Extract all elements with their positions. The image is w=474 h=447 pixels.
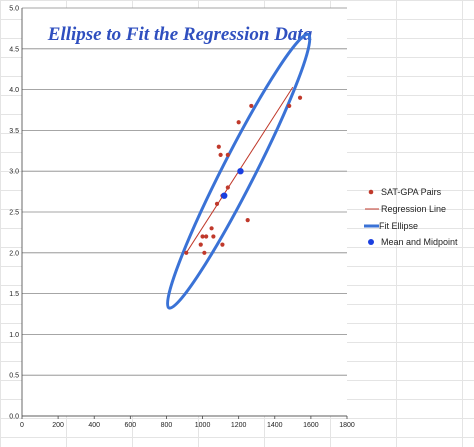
sat-gpa-point [216, 144, 221, 149]
sat-gpa-point [236, 120, 241, 125]
sat-gpa-point [202, 250, 207, 255]
y-tick-labels: 0.0 0.5 1.0 1.5 2.0 2.5 3.0 3.5 4.0 4.5 5.0 [9, 6, 19, 421]
y-tick-label: 3.0 [9, 169, 19, 176]
x-tick-label: 1000 [195, 422, 211, 429]
y-tick-label: 1.5 [9, 291, 19, 298]
y-tick-label: 0.0 [9, 414, 19, 421]
sat-gpa-point [209, 226, 214, 231]
sat-gpa-point [245, 218, 250, 223]
x-tick-label: 400 [88, 422, 100, 429]
chart-title: Ellipse to Fit the Regression Data [47, 24, 313, 45]
x-tick-label: 600 [124, 422, 136, 429]
y-tick-label: 4.0 [9, 87, 19, 94]
x-tick-label: 1800 [339, 422, 355, 429]
legend-label-ellipse: Fit Ellipse [379, 221, 418, 231]
mean-midpoint-point [237, 168, 244, 175]
sat-gpa-point [225, 152, 230, 157]
legend-label-pairs: SAT-GPA Pairs [381, 187, 442, 197]
chart-legend: SAT-GPA Pairs Regression Line Fit Ellips… [364, 187, 458, 247]
y-tick-label: 2.0 [9, 250, 19, 257]
sat-gpa-point [225, 185, 230, 190]
gridlines [22, 7, 347, 417]
sat-gpa-point [204, 234, 209, 239]
sat-gpa-point [200, 234, 205, 239]
axes [21, 8, 348, 419]
sat-gpa-point [198, 242, 203, 247]
x-tick-label: 800 [161, 422, 173, 429]
sat-gpa-point [220, 242, 225, 247]
legend-label-regression: Regression Line [381, 204, 446, 214]
sat-gpa-point [249, 103, 254, 109]
x-tick-label: 0 [20, 422, 24, 429]
legend-label-mean: Mean and Midpoint [381, 237, 458, 247]
legend-marker-pairs [368, 189, 374, 195]
x-tick-label: 200 [52, 422, 64, 429]
x-tick-label: 1200 [231, 422, 247, 429]
sat-gpa-point [297, 95, 303, 100]
y-tick-label: 4.5 [9, 46, 19, 53]
mean-midpoint-point [221, 192, 228, 199]
sat-gpa-point [218, 152, 223, 157]
y-tick-label: 2.5 [9, 210, 19, 217]
sat-gpa-point [211, 234, 216, 239]
y-tick-label: 0.5 [9, 373, 19, 380]
y-tick-label: 1.0 [9, 332, 19, 339]
x-tick-labels: 0 200 400 600 800 1000 1200 1400 1600 1800 [20, 422, 355, 429]
y-tick-label: 5.0 [9, 6, 19, 13]
x-tick-label: 1600 [303, 422, 319, 429]
sat-gpa-point [184, 250, 189, 255]
sat-gpa-point [287, 103, 292, 109]
x-tick-label: 1400 [267, 422, 283, 429]
fit-ellipse [166, 32, 312, 310]
plot-series [166, 32, 312, 310]
sat-gpa-point [214, 201, 220, 206]
y-tick-label: 3.5 [9, 128, 19, 135]
legend-marker-mean [368, 239, 374, 245]
